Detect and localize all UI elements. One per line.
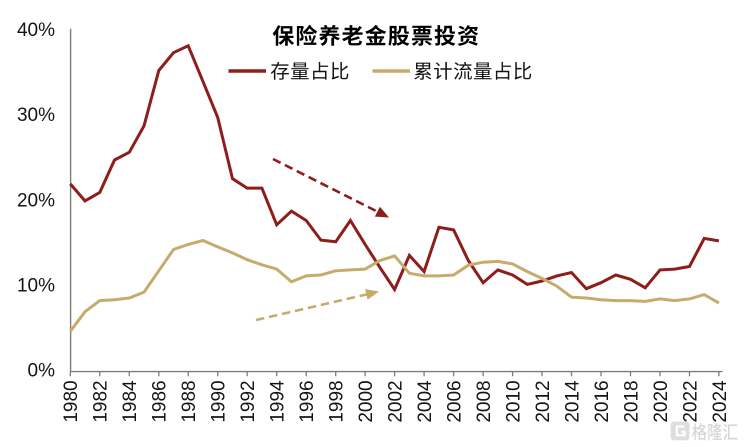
svg-text:20%: 20% (17, 190, 55, 211)
svg-text:1994: 1994 (268, 380, 289, 423)
svg-text:1988: 1988 (179, 380, 200, 422)
svg-text:2000: 2000 (356, 380, 377, 422)
svg-text:2008: 2008 (474, 380, 495, 422)
svg-text:1986: 1986 (150, 380, 171, 422)
svg-text:1980: 1980 (61, 380, 82, 422)
svg-text:1992: 1992 (238, 380, 259, 422)
svg-text:2016: 2016 (592, 380, 613, 422)
svg-text:2014: 2014 (562, 380, 583, 423)
svg-text:2020: 2020 (651, 380, 672, 422)
svg-text:2006: 2006 (445, 380, 466, 422)
svg-text:2004: 2004 (415, 380, 436, 423)
svg-text:30%: 30% (17, 105, 55, 126)
svg-text:2018: 2018 (621, 380, 642, 422)
svg-text:0%: 0% (28, 361, 56, 382)
svg-text:1984: 1984 (120, 380, 141, 423)
svg-text:40%: 40% (17, 20, 55, 41)
svg-text:1990: 1990 (209, 380, 230, 422)
svg-text:10%: 10% (17, 276, 55, 297)
svg-text:2024: 2024 (710, 380, 731, 423)
svg-text:1982: 1982 (91, 380, 112, 422)
svg-text:1998: 1998 (327, 380, 348, 422)
svg-text:2002: 2002 (386, 380, 407, 422)
svg-text:1996: 1996 (297, 380, 318, 422)
svg-text:2022: 2022 (680, 380, 701, 422)
svg-text:2012: 2012 (533, 380, 554, 422)
svg-text:2010: 2010 (504, 380, 525, 422)
